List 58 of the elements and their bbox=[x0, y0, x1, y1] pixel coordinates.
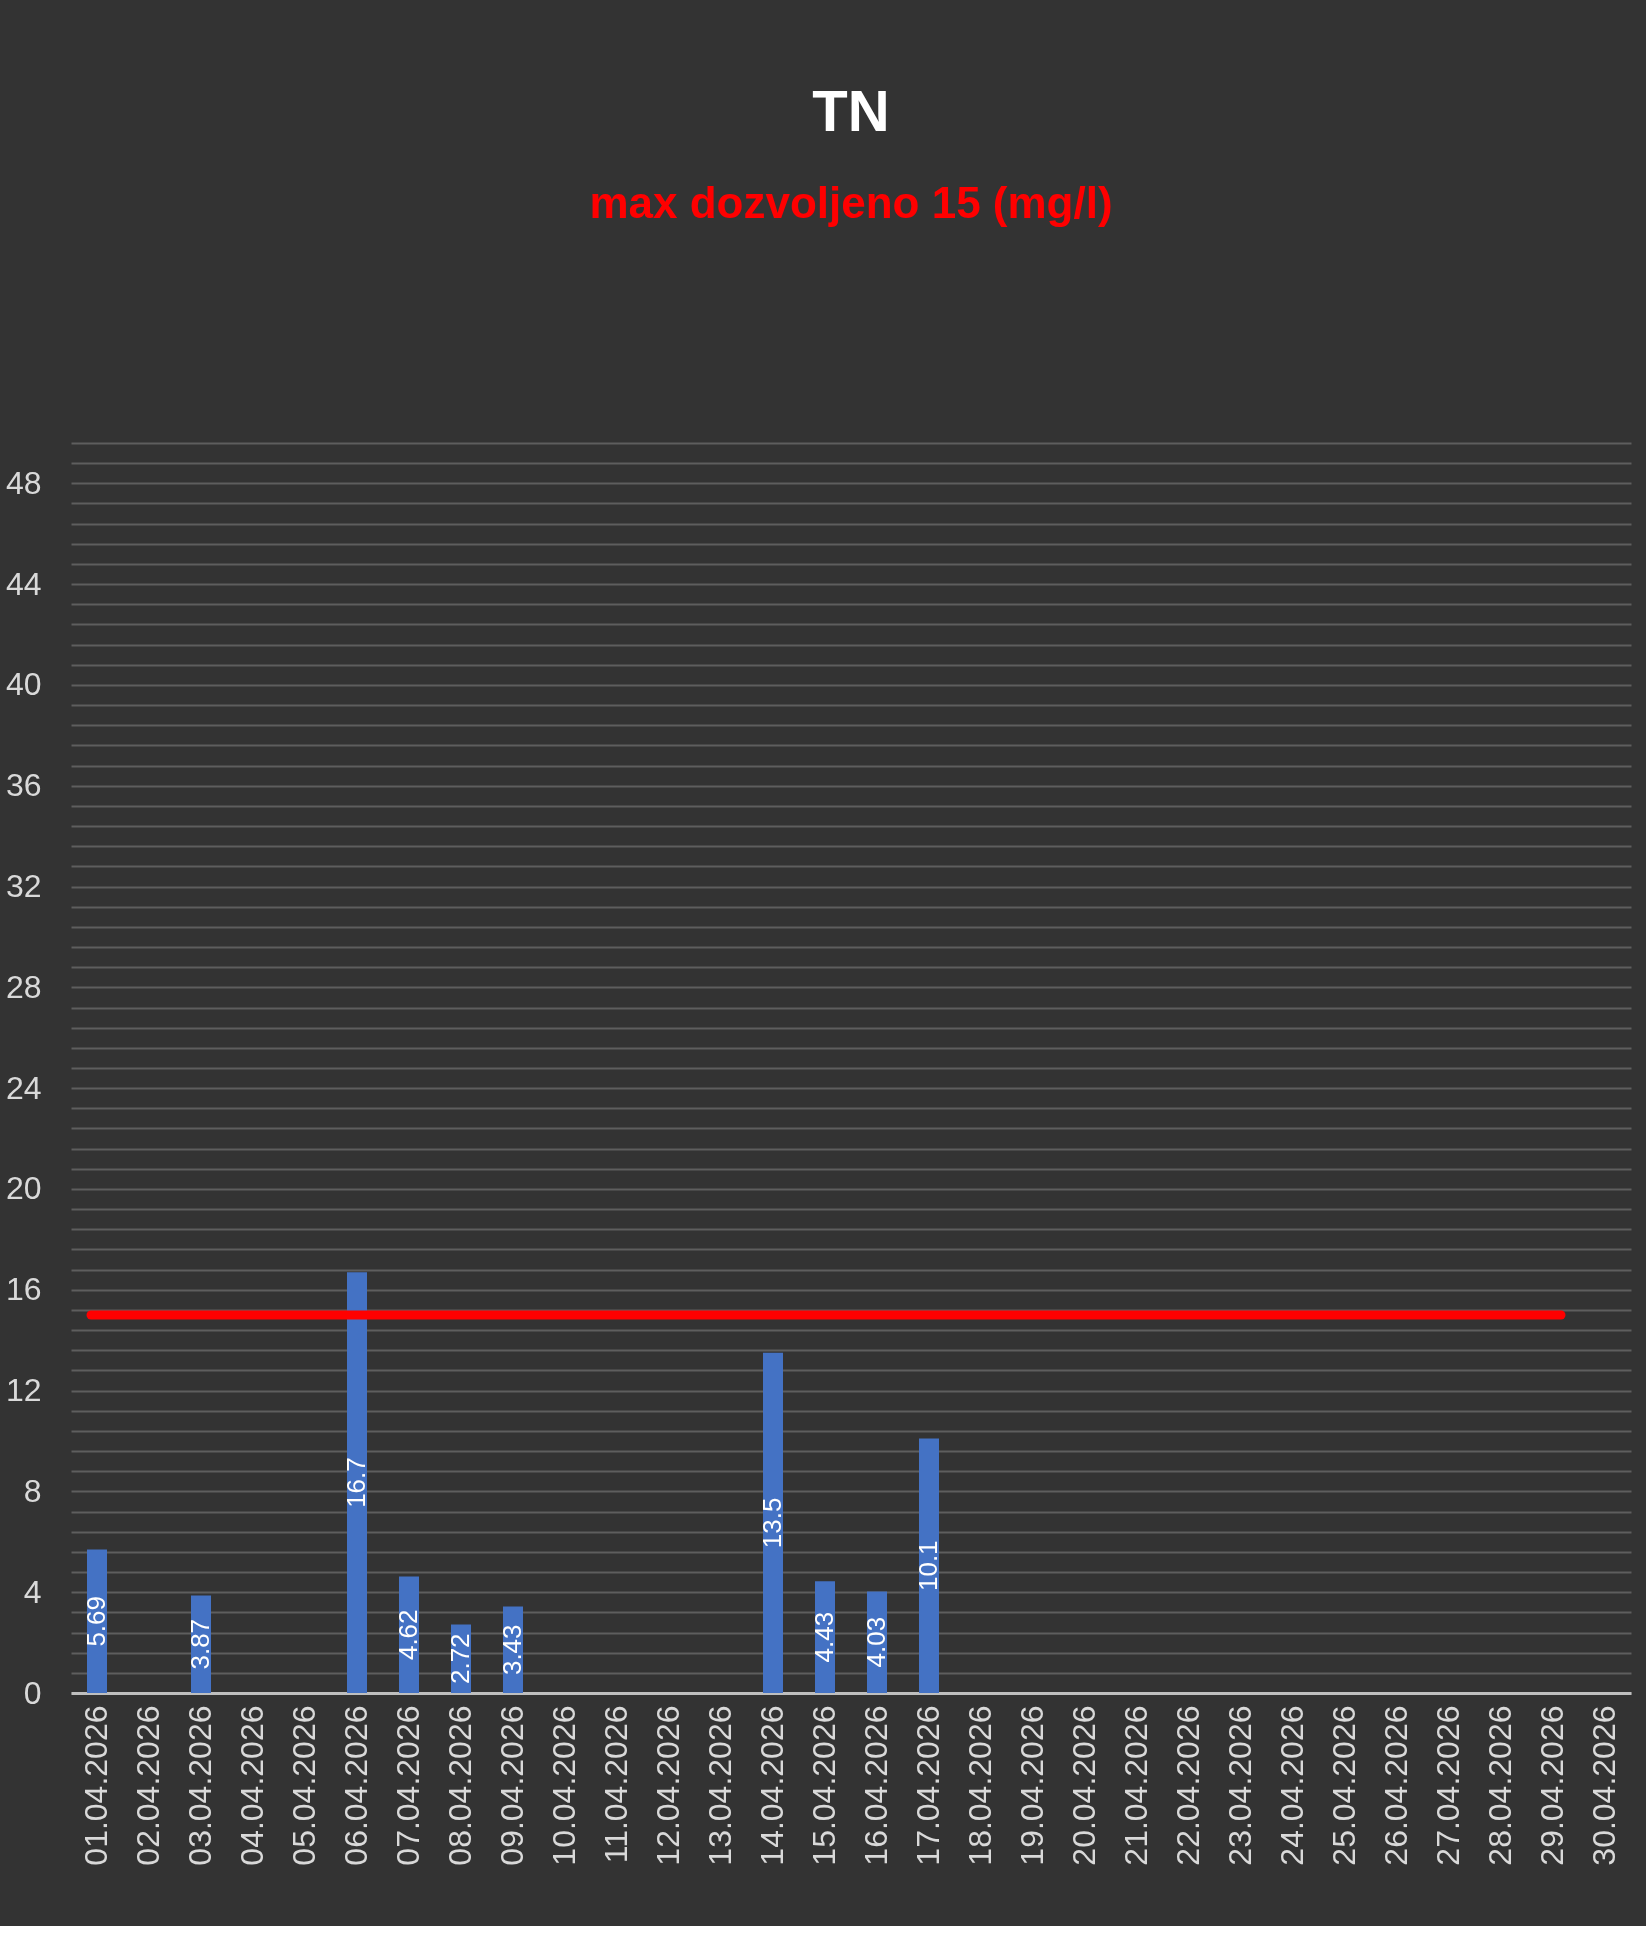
x-tick-label: 15.04.2026 bbox=[806, 1705, 842, 1866]
y-tick-label: 12 bbox=[5, 1372, 42, 1409]
bar bbox=[347, 1272, 367, 1693]
x-tick-label: 02.04.2026 bbox=[130, 1705, 166, 1866]
data-label: 10.1 bbox=[913, 1540, 943, 1592]
x-tick-label: 16.04.2026 bbox=[858, 1705, 894, 1866]
data-label: 4.03 bbox=[861, 1616, 891, 1668]
x-tick-label: 05.04.2026 bbox=[286, 1705, 322, 1866]
x-tick-label: 26.04.2026 bbox=[1378, 1705, 1414, 1866]
x-tick-label: 17.04.2026 bbox=[910, 1705, 946, 1866]
x-tick-label: 29.04.2026 bbox=[1534, 1705, 1570, 1866]
data-label: 16.7 bbox=[341, 1457, 371, 1508]
bar bbox=[919, 1438, 939, 1693]
y-tick-label: 36 bbox=[5, 767, 42, 804]
x-tick-label: 28.04.2026 bbox=[1482, 1705, 1518, 1866]
x-tick-label: 11.04.2026 bbox=[598, 1705, 634, 1864]
x-tick-label: 10.04.2026 bbox=[546, 1705, 582, 1866]
x-tick-label: 20.04.2026 bbox=[1066, 1705, 1102, 1866]
y-tick-label: 48 bbox=[5, 464, 42, 501]
x-tick-label: 04.04.2026 bbox=[234, 1705, 270, 1866]
y-tick-label: 8 bbox=[23, 1472, 42, 1509]
x-tick-label: 21.04.2026 bbox=[1118, 1705, 1154, 1866]
x-tick-label: 14.04.2026 bbox=[754, 1705, 790, 1866]
x-tick-label: 08.04.2026 bbox=[442, 1705, 478, 1866]
chart-title: TN bbox=[812, 78, 890, 143]
y-tick-label: 20 bbox=[5, 1170, 42, 1207]
data-label: 5.69 bbox=[81, 1596, 111, 1647]
x-tick-label: 06.04.2026 bbox=[338, 1705, 374, 1866]
data-label: 13.5 bbox=[757, 1497, 787, 1549]
chart-subtitle: max dozvoljeno 15 (mg/l) bbox=[589, 178, 1113, 227]
data-label: 3.43 bbox=[497, 1624, 527, 1676]
x-tick-label: 09.04.2026 bbox=[494, 1705, 530, 1866]
x-tick-label: 24.04.2026 bbox=[1274, 1705, 1310, 1866]
y-tick-label: 4 bbox=[23, 1573, 42, 1610]
y-tick-label: 24 bbox=[5, 1069, 42, 1106]
data-label: 3.87 bbox=[185, 1618, 215, 1670]
x-tick-label: 12.04.2026 bbox=[650, 1705, 686, 1866]
data-label: 4.43 bbox=[809, 1611, 839, 1663]
x-tick-label: 27.04.2026 bbox=[1430, 1705, 1466, 1866]
x-tick-label: 01.04.2026 bbox=[78, 1705, 114, 1866]
x-tick-label: 30.04.2026 bbox=[1586, 1705, 1622, 1866]
x-tick-label: 13.04.2026 bbox=[702, 1705, 738, 1866]
y-tick-label: 16 bbox=[5, 1271, 42, 1308]
data-label: 4.62 bbox=[393, 1609, 423, 1661]
y-tick-label: 0 bbox=[23, 1674, 42, 1711]
y-tick-label: 44 bbox=[5, 565, 42, 602]
x-tick-label: 22.04.2026 bbox=[1170, 1705, 1206, 1866]
x-tick-label: 23.04.2026 bbox=[1222, 1705, 1258, 1866]
x-tick-label: 07.04.2026 bbox=[390, 1705, 426, 1866]
x-tick-label: 19.04.2026 bbox=[1014, 1705, 1050, 1866]
y-tick-label: 40 bbox=[5, 666, 42, 703]
x-tick-label: 03.04.2026 bbox=[182, 1705, 218, 1866]
data-label: 2.72 bbox=[445, 1633, 475, 1685]
bar bbox=[763, 1352, 783, 1693]
x-tick-label: 18.04.2026 bbox=[962, 1705, 998, 1866]
y-tick-label: 28 bbox=[5, 968, 42, 1005]
y-tick-label: 32 bbox=[5, 868, 42, 905]
x-tick-label: 25.04.2026 bbox=[1326, 1705, 1362, 1866]
